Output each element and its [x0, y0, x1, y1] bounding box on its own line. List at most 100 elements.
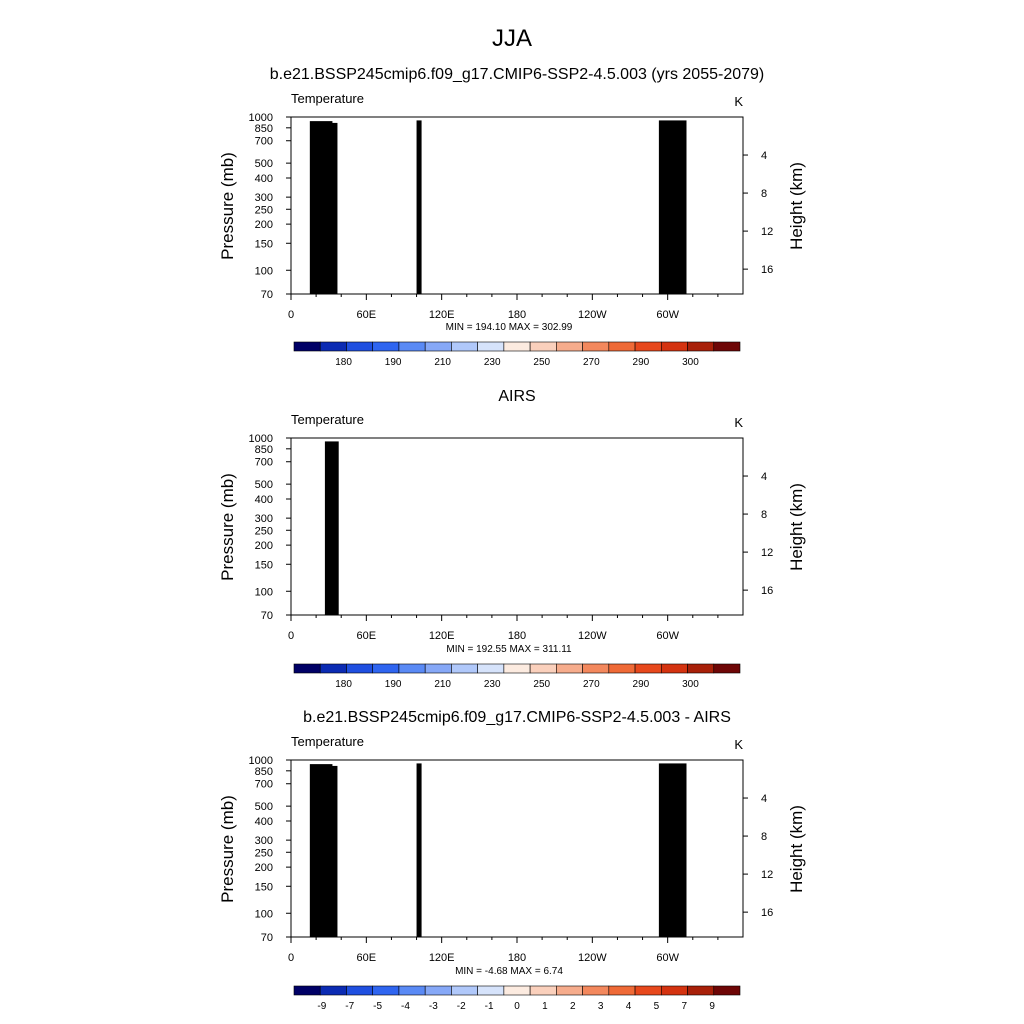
colorbar-label: 5	[654, 1001, 660, 1012]
colorbar-swatch	[293, 663, 321, 674]
colorbar-swatch	[713, 341, 741, 352]
colorbar-swatch	[319, 663, 347, 674]
colorbar-swatch	[687, 341, 715, 352]
y-tick-label: 200	[255, 540, 273, 552]
y-tick-label: 300	[255, 835, 273, 847]
colorbar-label: 180	[335, 357, 352, 368]
y-tick-label: 150	[255, 238, 273, 250]
y2-axis-label: Height (km)	[787, 805, 806, 893]
colorbar-label: -7	[345, 1001, 354, 1012]
colorbar-swatch	[346, 663, 374, 674]
y-tick-label: 700	[255, 136, 273, 148]
y2-axis-label: Height (km)	[787, 162, 806, 250]
min-max-stats: MIN = 194.10 MAX = 302.99	[446, 322, 573, 333]
colorbar-swatch	[608, 663, 636, 674]
y-tick-label: 100	[255, 586, 273, 598]
panel-units: K	[734, 737, 743, 752]
terrain-mask	[324, 441, 339, 615]
terrain-block	[309, 121, 333, 295]
colorbar-label: 0	[514, 1001, 520, 1012]
y-tick-label: 400	[255, 816, 273, 828]
colorbar-swatch	[372, 985, 400, 996]
colorbar: -9 -7 -5 -4 -3 -2 -1 0 1 2 3 4 5 7 9	[293, 985, 741, 1012]
colorbar-swatch	[477, 985, 505, 996]
colorbar-label: 230	[484, 679, 501, 690]
colorbar-swatch	[634, 663, 662, 674]
colorbar-swatch	[660, 663, 688, 674]
colorbar-swatch	[346, 341, 374, 352]
y-axis-label: Pressure (mb)	[218, 152, 237, 260]
y-tick-label: 500	[255, 158, 273, 170]
panel-units: K	[734, 415, 743, 430]
colorbar-label: 300	[682, 679, 699, 690]
colorbar-label: 210	[434, 357, 451, 368]
colorbar-swatch	[398, 985, 426, 996]
y-tick-label: 1000	[249, 112, 273, 124]
plot-frame	[290, 437, 744, 616]
colorbar-label: 250	[533, 679, 550, 690]
colorbar-swatch	[529, 663, 557, 674]
colorbar-swatch	[713, 663, 741, 674]
panel-title: b.e21.BSSP245cmip6.f09_g17.CMIP6-SSP2-4.…	[303, 709, 731, 726]
y2-tick-label: 4	[761, 150, 767, 162]
y-tick-label: 250	[255, 525, 273, 537]
y-tick-label: 400	[255, 494, 273, 506]
colorbar-swatch	[687, 985, 715, 996]
y2-axis-label: Height (km)	[787, 483, 806, 571]
colorbar-swatch	[346, 985, 374, 996]
colorbar-swatch	[503, 341, 531, 352]
terrain-block	[309, 764, 333, 937]
y2-tick-label: 16	[761, 585, 773, 597]
colorbar-swatch	[556, 985, 583, 996]
y-tick-label: 70	[261, 932, 273, 944]
colorbar-swatch	[398, 341, 426, 352]
colorbar-swatch	[582, 985, 610, 996]
terrain-mask	[309, 763, 687, 937]
colorbar-label: 290	[633, 357, 650, 368]
colorbar-label: 270	[583, 679, 600, 690]
colorbar-swatch	[451, 985, 478, 996]
colorbar-label: 2	[570, 1001, 576, 1012]
panel-left-label: Temperature	[291, 91, 364, 106]
x-tick-label: 60E	[357, 952, 377, 964]
y-tick-label: 100	[255, 908, 273, 920]
x-tick-label: 120W	[578, 952, 607, 964]
terrain-block	[416, 120, 422, 294]
panel-model: b.e21.BSSP245cmip6.f09_g17.CMIP6-SSP2-4.…	[218, 66, 806, 368]
colorbar-label: 190	[385, 357, 402, 368]
colorbar-swatch	[556, 663, 583, 674]
panel-title: b.e21.BSSP245cmip6.f09_g17.CMIP6-SSP2-4.…	[270, 66, 765, 83]
colorbar-swatch	[660, 341, 688, 352]
colorbar-swatch	[529, 341, 557, 352]
x-tick-label: 180	[508, 630, 526, 642]
colorbar-label: 7	[681, 1001, 687, 1012]
y2-tick-label: 8	[761, 509, 767, 521]
y-tick-label: 700	[255, 779, 273, 791]
x-tick-label: 120E	[429, 630, 455, 642]
y2-tick-label: 12	[761, 226, 773, 238]
colorbar-swatch	[451, 341, 478, 352]
y2-tick-label: 4	[761, 793, 767, 805]
x-tick-label: 0	[288, 630, 294, 642]
x-tick-label: 60E	[357, 630, 377, 642]
colorbar-swatch	[424, 341, 452, 352]
colorbar-label: 250	[533, 357, 550, 368]
colorbar-label: 3	[598, 1001, 604, 1012]
colorbar-swatch	[529, 985, 557, 996]
x-tick-label: 0	[288, 309, 294, 321]
y-tick-label: 200	[255, 862, 273, 874]
colorbar: 180 190 210 230 250 270 290 300	[293, 341, 741, 368]
terrain-block	[324, 441, 339, 615]
y-tick-label: 70	[261, 289, 273, 301]
colorbar-label: 180	[335, 679, 352, 690]
x-tick-label: 180	[508, 309, 526, 321]
colorbar-label: 290	[633, 679, 650, 690]
y2-tick-label: 4	[761, 471, 767, 483]
y-tick-label: 1000	[249, 755, 273, 767]
colorbar-label: -9	[317, 1001, 326, 1012]
colorbar-label: -2	[457, 1001, 466, 1012]
terrain-block	[658, 763, 687, 937]
y-axis-label: Pressure (mb)	[218, 473, 237, 581]
colorbar-swatch	[398, 663, 426, 674]
